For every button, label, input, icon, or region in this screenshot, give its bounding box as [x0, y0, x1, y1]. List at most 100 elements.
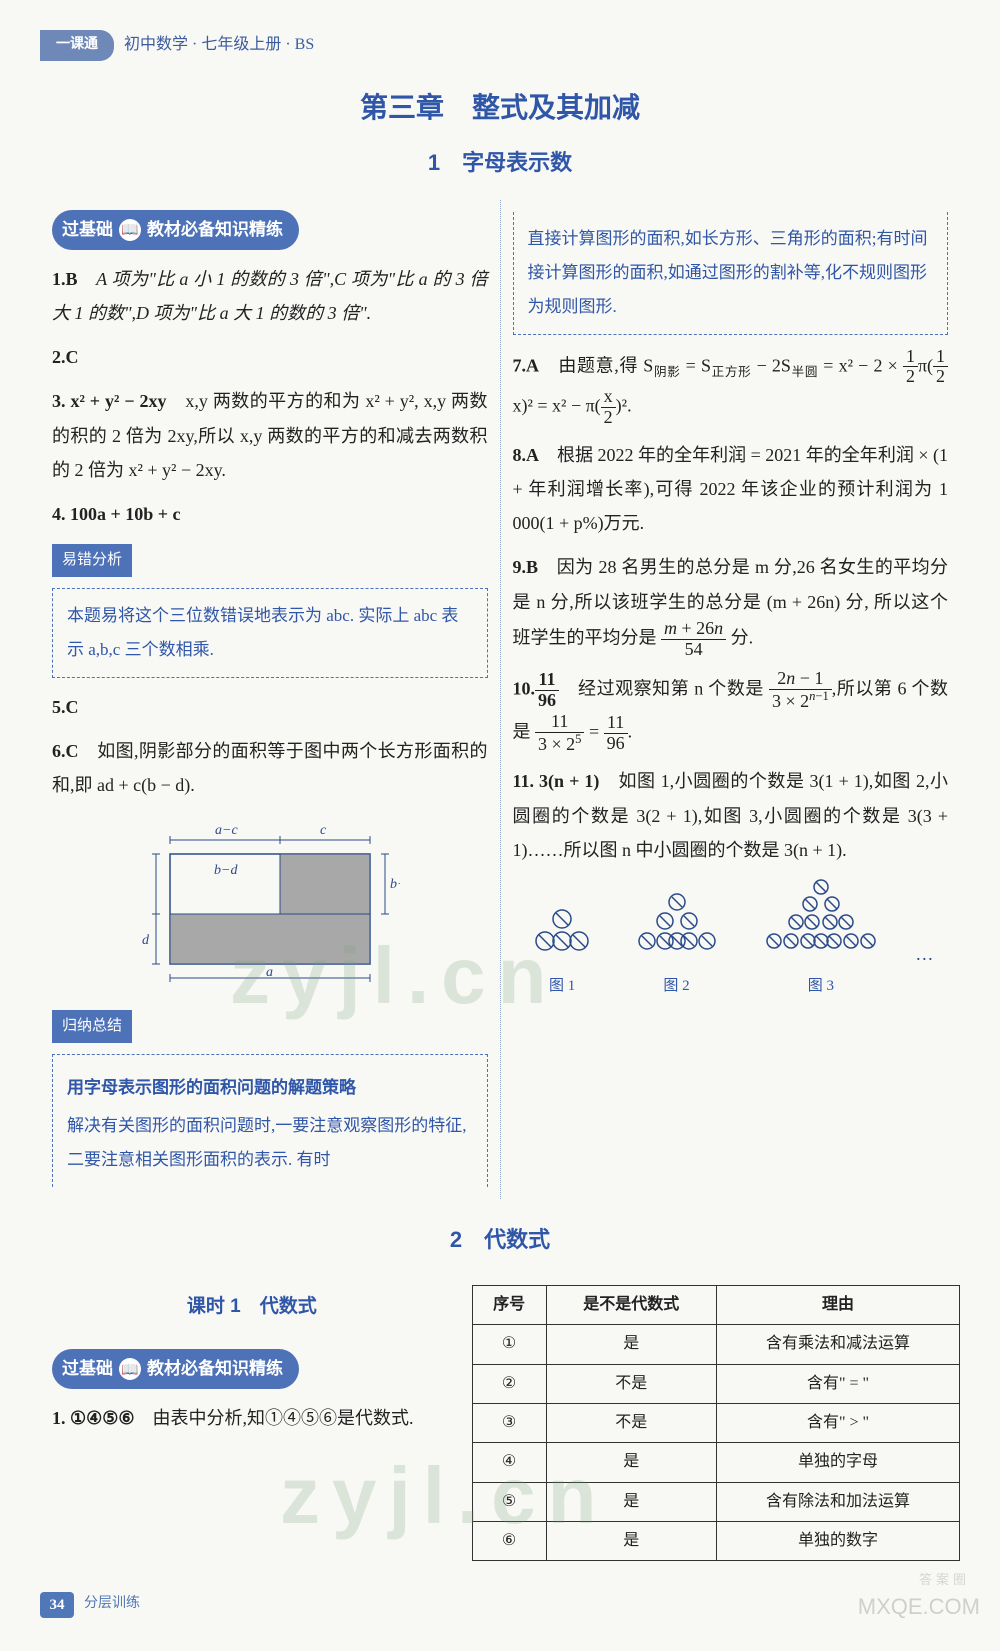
summary-box: 用字母表示图形的面积问题的解题策略 解决有关图形的面积问题时,一要注意观察图形的…	[52, 1054, 488, 1187]
pill-left-2: 过基础	[62, 1353, 113, 1385]
q6: 6.C 如图,阴影部分的面积等于图中两个长方形面积的和,即 ad + c(b −…	[52, 734, 488, 802]
lower-columns: 课时 1 代数式 过基础 📖 教材必备知识精练 1. ①④⑤⑥ 由表中分析,知①…	[40, 1275, 960, 1562]
algebra-table: 序号是不是代数式理由 ①是含有乘法和减法运算②不是含有" = "③不是含有" >…	[472, 1285, 960, 1562]
footer-text: 分层训练	[84, 1591, 140, 1618]
svg-text:b−d: b−d	[214, 863, 238, 878]
q3-num: 3. x² + y² − 2xy	[52, 391, 167, 411]
table-row: ④是单独的字母	[472, 1443, 959, 1482]
table-header: 理由	[717, 1285, 960, 1324]
pill-right-2: 教材必备知识精练	[147, 1353, 283, 1385]
frac-half-2: 12	[933, 347, 948, 388]
page-number: 34	[40, 1592, 74, 1618]
two-column-layout: 过基础 📖 教材必备知识精练 1.B A 项为"比 a 小 1 的数的 3 倍"…	[40, 200, 960, 1199]
circle-figures: 图 1 图 2	[513, 877, 949, 1001]
top-continuation-box: 直接计算图形的面积,如长方形、三角形的面积;有时间接计算图形的面积,如通过图形的…	[513, 212, 949, 335]
fig3-group: 图 3	[756, 877, 886, 1001]
q10: 10.1196 经过观察知第 n 个数是 2n − 13 × 2n−1,所以第 …	[513, 669, 949, 754]
table-cell: 含有除法和加法运算	[717, 1482, 960, 1521]
svg-text:c: c	[320, 823, 327, 838]
svg-text:d: d	[142, 933, 150, 948]
error-tag: 易错分析	[52, 544, 132, 577]
q11: 11. 3(n + 1) 如图 1,小圆圈的个数是 3(1 + 1),如图 2,…	[513, 764, 949, 867]
fig-dots: …	[915, 937, 933, 1001]
table-cell: 单独的字母	[717, 1443, 960, 1482]
table-cell: ③	[472, 1403, 546, 1442]
frac-half-1: 12	[903, 347, 918, 388]
table-cell: 不是	[546, 1364, 717, 1403]
pill-right: 教材必备知识精练	[147, 214, 283, 246]
table-cell: ⑥	[472, 1522, 546, 1561]
table-cell: 含有乘法和减法运算	[717, 1325, 960, 1364]
lower-right-column: 序号是不是代数式理由 ①是含有乘法和减法运算②不是含有" = "③不是含有" >…	[472, 1275, 960, 1562]
q1: 1.B A 项为"比 a 小 1 的数的 3 倍",C 项为"比 a 的 3 倍…	[52, 262, 488, 330]
frac-x2: x2	[601, 387, 616, 428]
frac-1196: 1196	[535, 670, 559, 711]
q10-num: 10.	[513, 679, 536, 699]
table-row: ②不是含有" = "	[472, 1364, 959, 1403]
q4: 4. 100a + 10b + c	[52, 497, 488, 531]
error-text: 本题易将这个三位数错误地表示为 abc. 实际上 abc 表示 a,b,c 三个…	[67, 606, 458, 659]
table-cell: ②	[472, 1364, 546, 1403]
lower-q1-num: 1. ①④⑤⑥	[52, 1408, 135, 1428]
q9: 9.B 因为 28 名男生的总分是 m 分,26 名女生的平均分是 n 分,所以…	[513, 550, 949, 659]
table-cell: 是	[546, 1482, 717, 1521]
book-icon-2: 📖	[119, 1358, 141, 1380]
table-cell: 含有" = "	[717, 1364, 960, 1403]
table-row: ③不是含有" > "	[472, 1403, 959, 1442]
pill-left: 过基础	[62, 214, 113, 246]
table-cell: 不是	[546, 1403, 717, 1442]
table-cell: ④	[472, 1443, 546, 1482]
fig1-label: 图 1	[527, 972, 597, 1001]
table-cell: 单独的数字	[717, 1522, 960, 1561]
summary-block: 归纳总结 用字母表示图形的面积问题的解题策略 解决有关图形的面积问题时,一要注意…	[52, 1007, 488, 1187]
basics-pill-2: 过基础 📖 教材必备知识精练	[52, 1349, 299, 1389]
right-column: 直接计算图形的面积,如长方形、三角形的面积;有时间接计算图形的面积,如通过图形的…	[501, 200, 961, 1199]
summary-text: 解决有关图形的面积问题时,一要注意观察图形的特征,二要注意相关图形面积的表示. …	[67, 1116, 467, 1169]
book-icon: 📖	[119, 219, 141, 241]
frac-1196b: 1196	[604, 713, 628, 754]
frac-1132: 113 × 25	[535, 712, 584, 755]
summary-tag: 归纳总结	[52, 1010, 132, 1043]
chapter-title: 第三章 整式及其加减	[40, 81, 960, 134]
basics-pill: 过基础 📖 教材必备知识精练	[52, 210, 299, 250]
q5: 5.C	[52, 690, 488, 724]
section-title-1: 1 字母表示数	[40, 142, 960, 184]
q7: 7.A 由题意,得 S阴影 = S正方形 − 2S半圆 = x² − 2 × 1…	[513, 347, 949, 428]
header-tab: 一课通	[40, 30, 114, 61]
rectangle-figure: a−c c b−d b−d d a	[140, 814, 400, 995]
page-footer: 34 分层训练	[40, 1591, 960, 1618]
error-analysis-block: 易错分析 本题易将这个三位数错误地表示为 abc. 实际上 abc 表示 a,b…	[52, 541, 488, 678]
left-column: 过基础 📖 教材必备知识精练 1.B A 项为"比 a 小 1 的数的 3 倍"…	[40, 200, 501, 1199]
q3: 3. x² + y² − 2xy x,y 两数的平方的和为 x² + y², x…	[52, 384, 488, 487]
lower-q1-text: 由表中分析,知①④⑤⑥是代数式.	[135, 1408, 414, 1428]
q8-num: 8.A	[513, 445, 540, 465]
table-row: ⑥是单独的数字	[472, 1522, 959, 1561]
lower-left-column: 课时 1 代数式 过基础 📖 教材必备知识精练 1. ①④⑤⑥ 由表中分析,知①…	[40, 1275, 452, 1562]
svg-text:b−d: b−d	[390, 877, 400, 892]
page-header: 一课通 初中数学 · 七年级上册 · BS	[40, 30, 960, 61]
q7-num: 7.A	[513, 355, 540, 375]
frac-m26n: m + 26n54	[661, 619, 726, 660]
summary-title: 用字母表示图形的面积问题的解题策略	[67, 1071, 473, 1105]
lesson-title: 课时 1 代数式	[52, 1289, 452, 1325]
table-cell: 是	[546, 1325, 717, 1364]
q9-num: 9.B	[513, 557, 539, 577]
table-header: 是不是代数式	[546, 1285, 717, 1324]
top-box-text: 直接计算图形的面积,如长方形、三角形的面积;有时间接计算图形的面积,如通过图形的…	[528, 229, 928, 316]
table-cell: ⑤	[472, 1482, 546, 1521]
q6-num: 6.C	[52, 741, 79, 761]
corner-mark: MXQE.COM	[858, 1586, 980, 1628]
fig3-label: 图 3	[756, 972, 886, 1001]
q8: 8.A 根据 2022 年的全年利润 = 2021 年的全年利润 × (1 + …	[513, 438, 949, 541]
table-row: ①是含有乘法和减法运算	[472, 1325, 959, 1364]
svg-text:a−c: a−c	[215, 823, 238, 838]
error-box: 本题易将这个三位数错误地表示为 abc. 实际上 abc 表示 a,b,c 三个…	[52, 588, 488, 678]
table-header: 序号	[472, 1285, 546, 1324]
q2: 2.C	[52, 340, 488, 374]
section-title-2: 2 代数式	[40, 1219, 960, 1261]
table-cell: ①	[472, 1325, 546, 1364]
q8-text: 根据 2022 年的全年利润 = 2021 年的全年利润 × (1 + 年利润增…	[513, 445, 949, 533]
header-text: 初中数学 · 七年级上册 · BS	[124, 30, 314, 60]
table-row: ⑤是含有除法和加法运算	[472, 1482, 959, 1521]
table-cell: 是	[546, 1522, 717, 1561]
